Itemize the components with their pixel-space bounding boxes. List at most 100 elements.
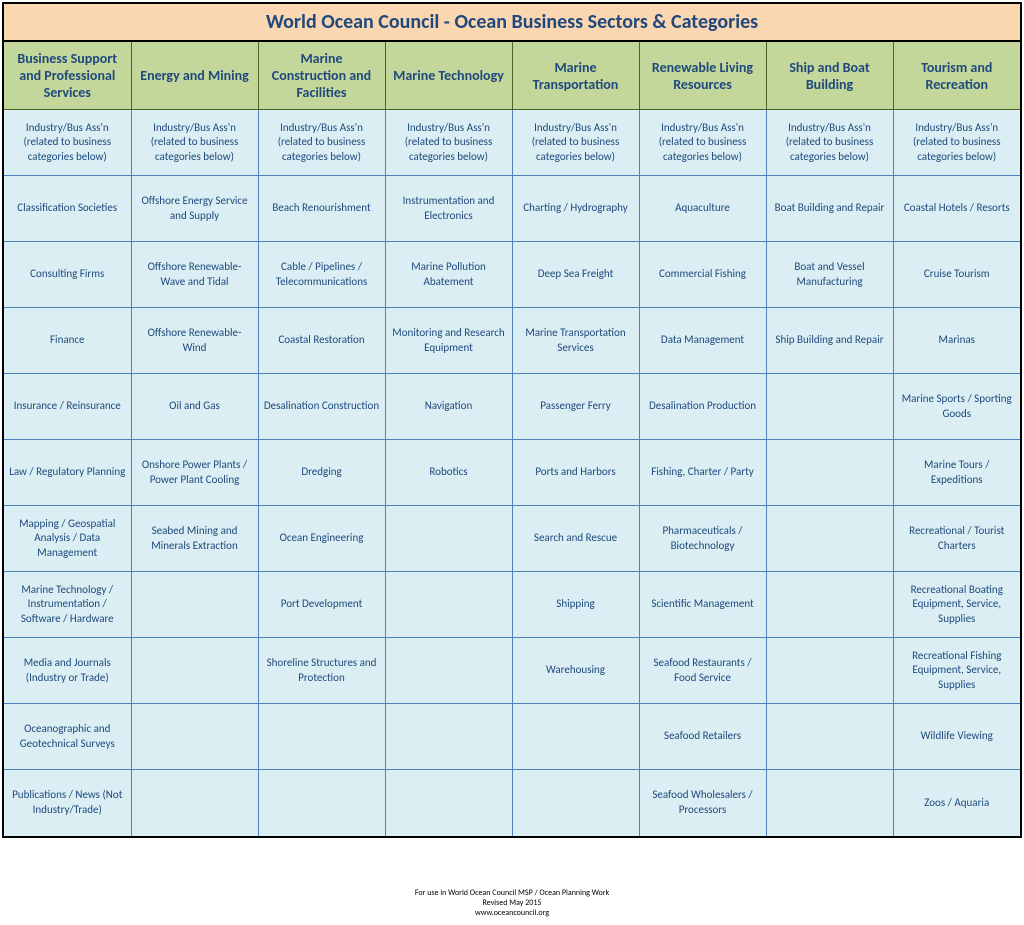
table-cell: Industry/Bus Ass'n (related to business … xyxy=(766,110,893,176)
table-cell: Search and Rescue xyxy=(512,506,639,572)
col-header: Marine Transportation xyxy=(512,42,639,110)
table-cell: Warehousing xyxy=(512,638,639,704)
footer-line: www.oceancouncil.org xyxy=(0,908,1024,918)
table-cell: Marine Transportation Services xyxy=(512,308,639,374)
table-cell xyxy=(385,572,512,638)
table-row: Consulting Firms Offshore Renewable- Wav… xyxy=(4,242,1020,308)
table-row: Law / Regulatory Planning Onshore Power … xyxy=(4,440,1020,506)
table-cell: Scientific Management xyxy=(639,572,766,638)
table-cell: Recreational Boating Equipment, Service,… xyxy=(893,572,1020,638)
table-cell xyxy=(258,770,385,836)
table-cell: Wildlife Viewing xyxy=(893,704,1020,770)
table-cell: Navigation xyxy=(385,374,512,440)
col-header: Marine Technology xyxy=(385,42,512,110)
table-cell: Seafood Retailers xyxy=(639,704,766,770)
table-cell: Zoos / Aquaria xyxy=(893,770,1020,836)
table-row: Oceanographic and Geotechnical Surveys S… xyxy=(4,704,1020,770)
table-cell: Media and Journals (Industry or Trade) xyxy=(4,638,131,704)
table-row: Marine Technology / Instrumentation / So… xyxy=(4,572,1020,638)
table-cell: Seafood Wholesalers / Processors xyxy=(639,770,766,836)
header-row: Business Support and Professional Servic… xyxy=(4,42,1020,110)
table-cell xyxy=(385,638,512,704)
table-cell xyxy=(766,704,893,770)
table-cell: Oceanographic and Geotechnical Surveys xyxy=(4,704,131,770)
table-cell: Marine Tours / Expeditions xyxy=(893,440,1020,506)
table-cell: Ocean Engineering xyxy=(258,506,385,572)
col-header: Tourism and Recreation xyxy=(893,42,1020,110)
footer-line: Revised May 2015 xyxy=(0,898,1024,908)
table-cell: Offshore Energy Service and Supply xyxy=(131,176,258,242)
table-cell: Cruise Tourism xyxy=(893,242,1020,308)
table-cell xyxy=(766,506,893,572)
table-cell xyxy=(131,638,258,704)
table-row: Mapping / Geospatial Analysis / Data Man… xyxy=(4,506,1020,572)
col-header: Marine Construction and Facilities xyxy=(258,42,385,110)
table-cell xyxy=(385,704,512,770)
table-cell: Marine Sports / Sporting Goods xyxy=(893,374,1020,440)
col-header: Energy and Mining xyxy=(131,42,258,110)
table-cell: Robotics xyxy=(385,440,512,506)
table-cell: Offshore Renewable- Wind xyxy=(131,308,258,374)
table-cell: Mapping / Geospatial Analysis / Data Man… xyxy=(4,506,131,572)
table-cell xyxy=(766,638,893,704)
table-cell: Finance xyxy=(4,308,131,374)
table-cell: Ship Building and Repair xyxy=(766,308,893,374)
table-cell: Dredging xyxy=(258,440,385,506)
table-row: Publications / News (Not Industry/Trade)… xyxy=(4,770,1020,836)
table-cell xyxy=(766,374,893,440)
col-header: Ship and Boat Building xyxy=(766,42,893,110)
table-cell: Passenger Ferry xyxy=(512,374,639,440)
table-cell: Charting / Hydrography xyxy=(512,176,639,242)
table-cell: Fishing, Charter / Party xyxy=(639,440,766,506)
table-cell: Industry/Bus Ass'n (related to business … xyxy=(258,110,385,176)
table-cell: Boat Building and Repair xyxy=(766,176,893,242)
table-cell: Consulting Firms xyxy=(4,242,131,308)
footer-line: For use in World Ocean Council MSP / Oce… xyxy=(0,888,1024,898)
table-cell: Seabed Mining and Minerals Extraction xyxy=(131,506,258,572)
table-cell: Boat and Vessel Manufacturing xyxy=(766,242,893,308)
table-cell: Monitoring and Research Equipment xyxy=(385,308,512,374)
table-cell: Law / Regulatory Planning xyxy=(4,440,131,506)
table-cell: Ports and Harbors xyxy=(512,440,639,506)
table-cell: Marine Pollution Abatement xyxy=(385,242,512,308)
table-row: Media and Journals (Industry or Trade) S… xyxy=(4,638,1020,704)
table-cell: Coastal Hotels / Resorts xyxy=(893,176,1020,242)
table-body: Industry/Bus Ass'n (related to business … xyxy=(4,110,1020,836)
table-cell: Deep Sea Freight xyxy=(512,242,639,308)
table-cell: Industry/Bus Ass'n (related to business … xyxy=(893,110,1020,176)
table-cell: Industry/Bus Ass'n (related to business … xyxy=(4,110,131,176)
page-title: World Ocean Council - Ocean Business Sec… xyxy=(4,4,1020,42)
table-cell xyxy=(766,770,893,836)
table-cell: Desalination Production xyxy=(639,374,766,440)
table-cell xyxy=(385,770,512,836)
table-cell: Desalination Construction xyxy=(258,374,385,440)
table-cell: Offshore Renewable- Wave and Tidal xyxy=(131,242,258,308)
table-cell xyxy=(766,572,893,638)
table-cell: Pharmaceuticals / Biotechnology xyxy=(639,506,766,572)
table-cell: Cable / Pipelines / Telecommunications xyxy=(258,242,385,308)
table-cell xyxy=(385,506,512,572)
table-cell: Instrumentation and Electronics xyxy=(385,176,512,242)
table-row: Insurance / Reinsurance Oil and Gas Desa… xyxy=(4,374,1020,440)
table-container: World Ocean Council - Ocean Business Sec… xyxy=(2,2,1022,838)
table-cell: Industry/Bus Ass'n (related to business … xyxy=(131,110,258,176)
table-cell xyxy=(258,704,385,770)
table-cell: Shipping xyxy=(512,572,639,638)
table-cell xyxy=(512,770,639,836)
table-cell: Industry/Bus Ass'n (related to business … xyxy=(639,110,766,176)
table-cell xyxy=(131,704,258,770)
table-cell: Industry/Bus Ass'n (related to business … xyxy=(385,110,512,176)
table-cell: Port Development xyxy=(258,572,385,638)
table-cell xyxy=(131,572,258,638)
table-cell: Oil and Gas xyxy=(131,374,258,440)
table-cell xyxy=(766,440,893,506)
table-row: Industry/Bus Ass'n (related to business … xyxy=(4,110,1020,176)
table-cell: Recreational / Tourist Charters xyxy=(893,506,1020,572)
table-cell: Seafood Restaurants / Food Service xyxy=(639,638,766,704)
table-row: Finance Offshore Renewable- Wind Coastal… xyxy=(4,308,1020,374)
table-cell: Marinas xyxy=(893,308,1020,374)
table-row: Classification Societies Offshore Energy… xyxy=(4,176,1020,242)
table-cell: Shoreline Structures and Protection xyxy=(258,638,385,704)
table-cell: Recreational Fishing Equipment, Service,… xyxy=(893,638,1020,704)
table-cell: Commercial Fishing xyxy=(639,242,766,308)
